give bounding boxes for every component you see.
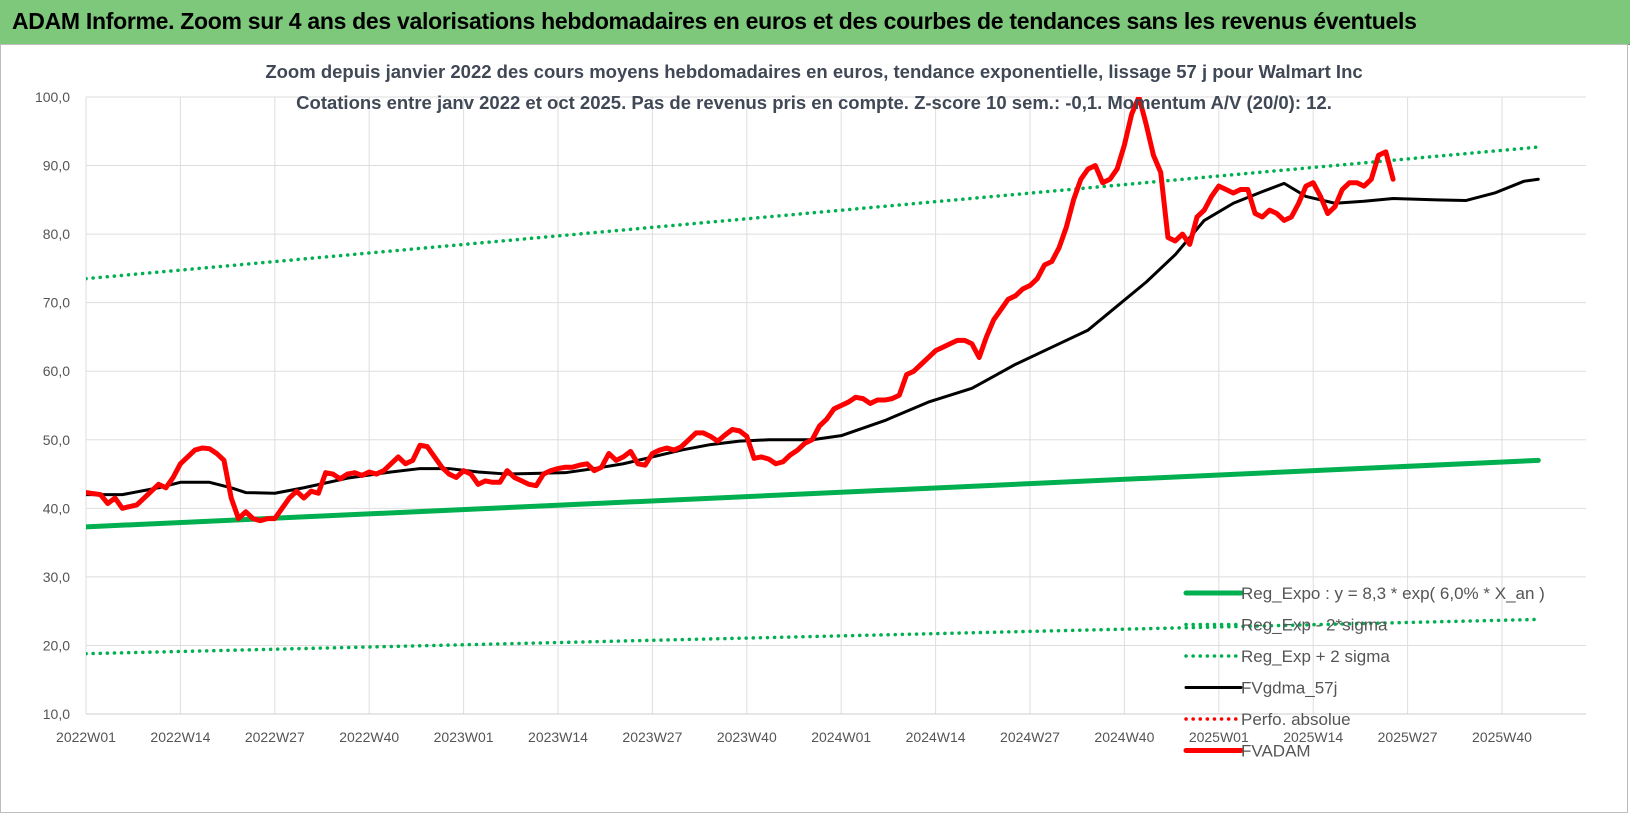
- x-tick-label: 2022W27: [245, 729, 305, 745]
- legend-entry: FVgdma_57j: [1241, 679, 1337, 698]
- y-tick-label: 50,0: [43, 432, 70, 448]
- legend-entry: Reg_Exp + 2 sigma: [1241, 647, 1390, 666]
- x-tick-label: 2022W40: [339, 729, 399, 745]
- y-tick-label: 70,0: [43, 295, 70, 311]
- y-tick-label: 20,0: [43, 637, 70, 653]
- legend-entry: Reg_Exp - 2*sigma: [1241, 616, 1388, 635]
- chart-subtitle: Cotations entre janv 2022 et oct 2025. P…: [296, 92, 1332, 113]
- series-line-2: [86, 145, 1541, 281]
- y-tick-label: 40,0: [43, 500, 70, 516]
- legend-entry: Perfo. absolue: [1241, 710, 1351, 729]
- x-tick-label: 2024W01: [811, 729, 871, 745]
- x-tick-label: 2022W14: [150, 729, 210, 745]
- chart-frame: 10,0 20,0 30,0 40,0 50,0 60,0 70,0 80,0 90,0 100,…: [0, 44, 1628, 813]
- x-tick-label: 2023W27: [622, 729, 682, 745]
- report-banner: ADAM Informe. Zoom sur 4 ans des valoris…: [0, 0, 1630, 45]
- series-line-0: [86, 457, 1541, 530]
- y-tick-label: 80,0: [43, 226, 70, 242]
- y-axis-ticks: 10,0 20,0 30,0 40,0 50,0 60,0 70,0 80,0 90,0 100,…: [35, 89, 70, 722]
- y-tick-label: 10,0: [43, 706, 70, 722]
- legend-entry: FVADAM: [1241, 742, 1311, 761]
- series-line-5: [86, 97, 1396, 524]
- chart-plot: 10,0 20,0 30,0 40,0 50,0 60,0 70,0 80,0 90,0 100,…: [35, 61, 1586, 761]
- x-tick-label: 2025W40: [1472, 729, 1532, 745]
- x-tick-label: 2023W40: [717, 729, 777, 745]
- x-tick-label: 2024W40: [1094, 729, 1154, 745]
- x-tick-label: 2024W14: [906, 729, 966, 745]
- x-tick-label: 2024W27: [1000, 729, 1060, 745]
- x-tick-label: 2022W01: [56, 729, 116, 745]
- chart-legend: Reg_Expo : y = 8,3 * exp( 6,0% * X_an ) R…: [1183, 584, 1545, 761]
- x-tick-label: 2025W14: [1283, 729, 1343, 745]
- y-tick-label: 100,0: [35, 89, 70, 105]
- y-tick-label: 60,0: [43, 363, 70, 379]
- report-banner-title: ADAM Informe. Zoom sur 4 ans des valoris…: [12, 8, 1417, 34]
- series-line-3: [86, 177, 1540, 497]
- x-tick-label: 2025W27: [1378, 729, 1438, 745]
- y-tick-label: 30,0: [43, 569, 70, 585]
- chart-title: Zoom depuis janvier 2022 des cours moyen…: [265, 61, 1362, 82]
- series-line-1: [86, 617, 1541, 656]
- y-tick-label: 90,0: [43, 158, 70, 174]
- x-tick-label: 2025W01: [1189, 729, 1249, 745]
- x-tick-label: 2023W14: [528, 729, 588, 745]
- x-tick-label: 2023W01: [434, 729, 494, 745]
- legend-entry: Reg_Expo : y = 8,3 * exp( 6,0% * X_an ): [1241, 584, 1545, 603]
- grid-layer: [85, 96, 1586, 715]
- series-layer: [86, 97, 1541, 656]
- x-axis-ticks: 2022W01 2022W14 2022W27 2022W40 2023W01 2023W…: [56, 729, 1532, 745]
